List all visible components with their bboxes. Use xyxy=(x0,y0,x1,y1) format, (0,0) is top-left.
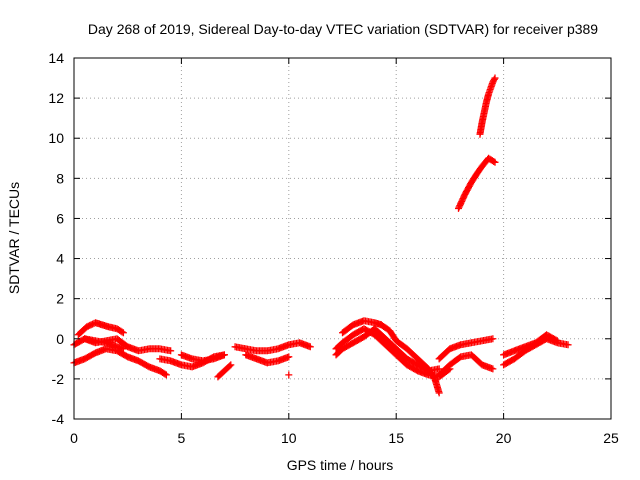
data-point xyxy=(491,74,499,82)
data-point xyxy=(489,335,497,343)
y-tick-label: 14 xyxy=(48,50,64,66)
x-tick-label: 25 xyxy=(603,430,619,446)
series-track-d xyxy=(81,335,127,353)
data-point xyxy=(119,345,127,353)
series-track-q xyxy=(454,154,499,212)
series-track-o xyxy=(435,335,497,363)
y-tick-label: 6 xyxy=(56,210,64,226)
series-track-i xyxy=(242,351,293,367)
series-track-h xyxy=(231,339,314,355)
series-track-n xyxy=(377,321,443,397)
x-tick-label: 20 xyxy=(496,430,512,446)
data-point xyxy=(435,389,443,397)
data-point xyxy=(489,365,497,373)
axis-ticks xyxy=(73,57,612,420)
y-tick-label: 2 xyxy=(56,291,64,307)
data-point xyxy=(285,371,293,379)
data-point xyxy=(227,361,235,369)
y-tick-label: 8 xyxy=(56,170,64,186)
x-tick-label: 5 xyxy=(178,430,186,446)
data-point xyxy=(161,370,169,378)
series-track-p xyxy=(435,351,497,379)
series-track-c xyxy=(74,319,127,339)
data-point xyxy=(167,347,175,355)
data-point xyxy=(564,341,572,349)
data-point xyxy=(285,353,293,361)
series-track-r xyxy=(476,74,499,138)
y-tick-label: 4 xyxy=(56,251,64,267)
x-tick-labels: 0 5 10 15 20 25 xyxy=(70,430,619,446)
plot-frame xyxy=(73,57,612,420)
data-point xyxy=(553,337,561,345)
y-axis-label: SDTVAR / TECUs xyxy=(6,182,22,294)
data-points xyxy=(70,74,572,397)
data-point xyxy=(435,365,443,373)
x-tick-label: 10 xyxy=(281,430,297,446)
y-tick-label: 10 xyxy=(48,130,64,146)
data-point xyxy=(119,329,127,337)
x-tick-label: 15 xyxy=(388,430,404,446)
series-track-f xyxy=(177,351,228,365)
x-axis-label: GPS time / hours xyxy=(287,457,394,473)
data-point xyxy=(226,362,234,370)
series-track-b xyxy=(70,345,170,379)
data-point xyxy=(490,157,498,165)
grid-lines xyxy=(74,58,611,419)
data-point xyxy=(552,336,560,344)
chart-title: Day 268 of 2019, Sidereal Day-to-day VTE… xyxy=(88,21,598,37)
x-tick-label: 0 xyxy=(70,430,78,446)
data-point xyxy=(220,351,228,359)
series-track-t xyxy=(500,331,561,359)
y-tick-label: -2 xyxy=(52,371,65,387)
y-tick-label: 12 xyxy=(48,90,64,106)
series-track-g xyxy=(214,361,235,381)
y-tick-label: 0 xyxy=(56,331,64,347)
y-tick-label: -4 xyxy=(52,411,65,427)
data-point xyxy=(118,328,126,336)
data-point xyxy=(306,343,314,351)
data-point xyxy=(162,371,170,379)
y-tick-labels: -4 -2 0 2 4 6 8 10 12 14 xyxy=(48,50,64,427)
series-track-j xyxy=(285,371,293,379)
data-point xyxy=(491,158,499,166)
data-point xyxy=(490,75,498,83)
